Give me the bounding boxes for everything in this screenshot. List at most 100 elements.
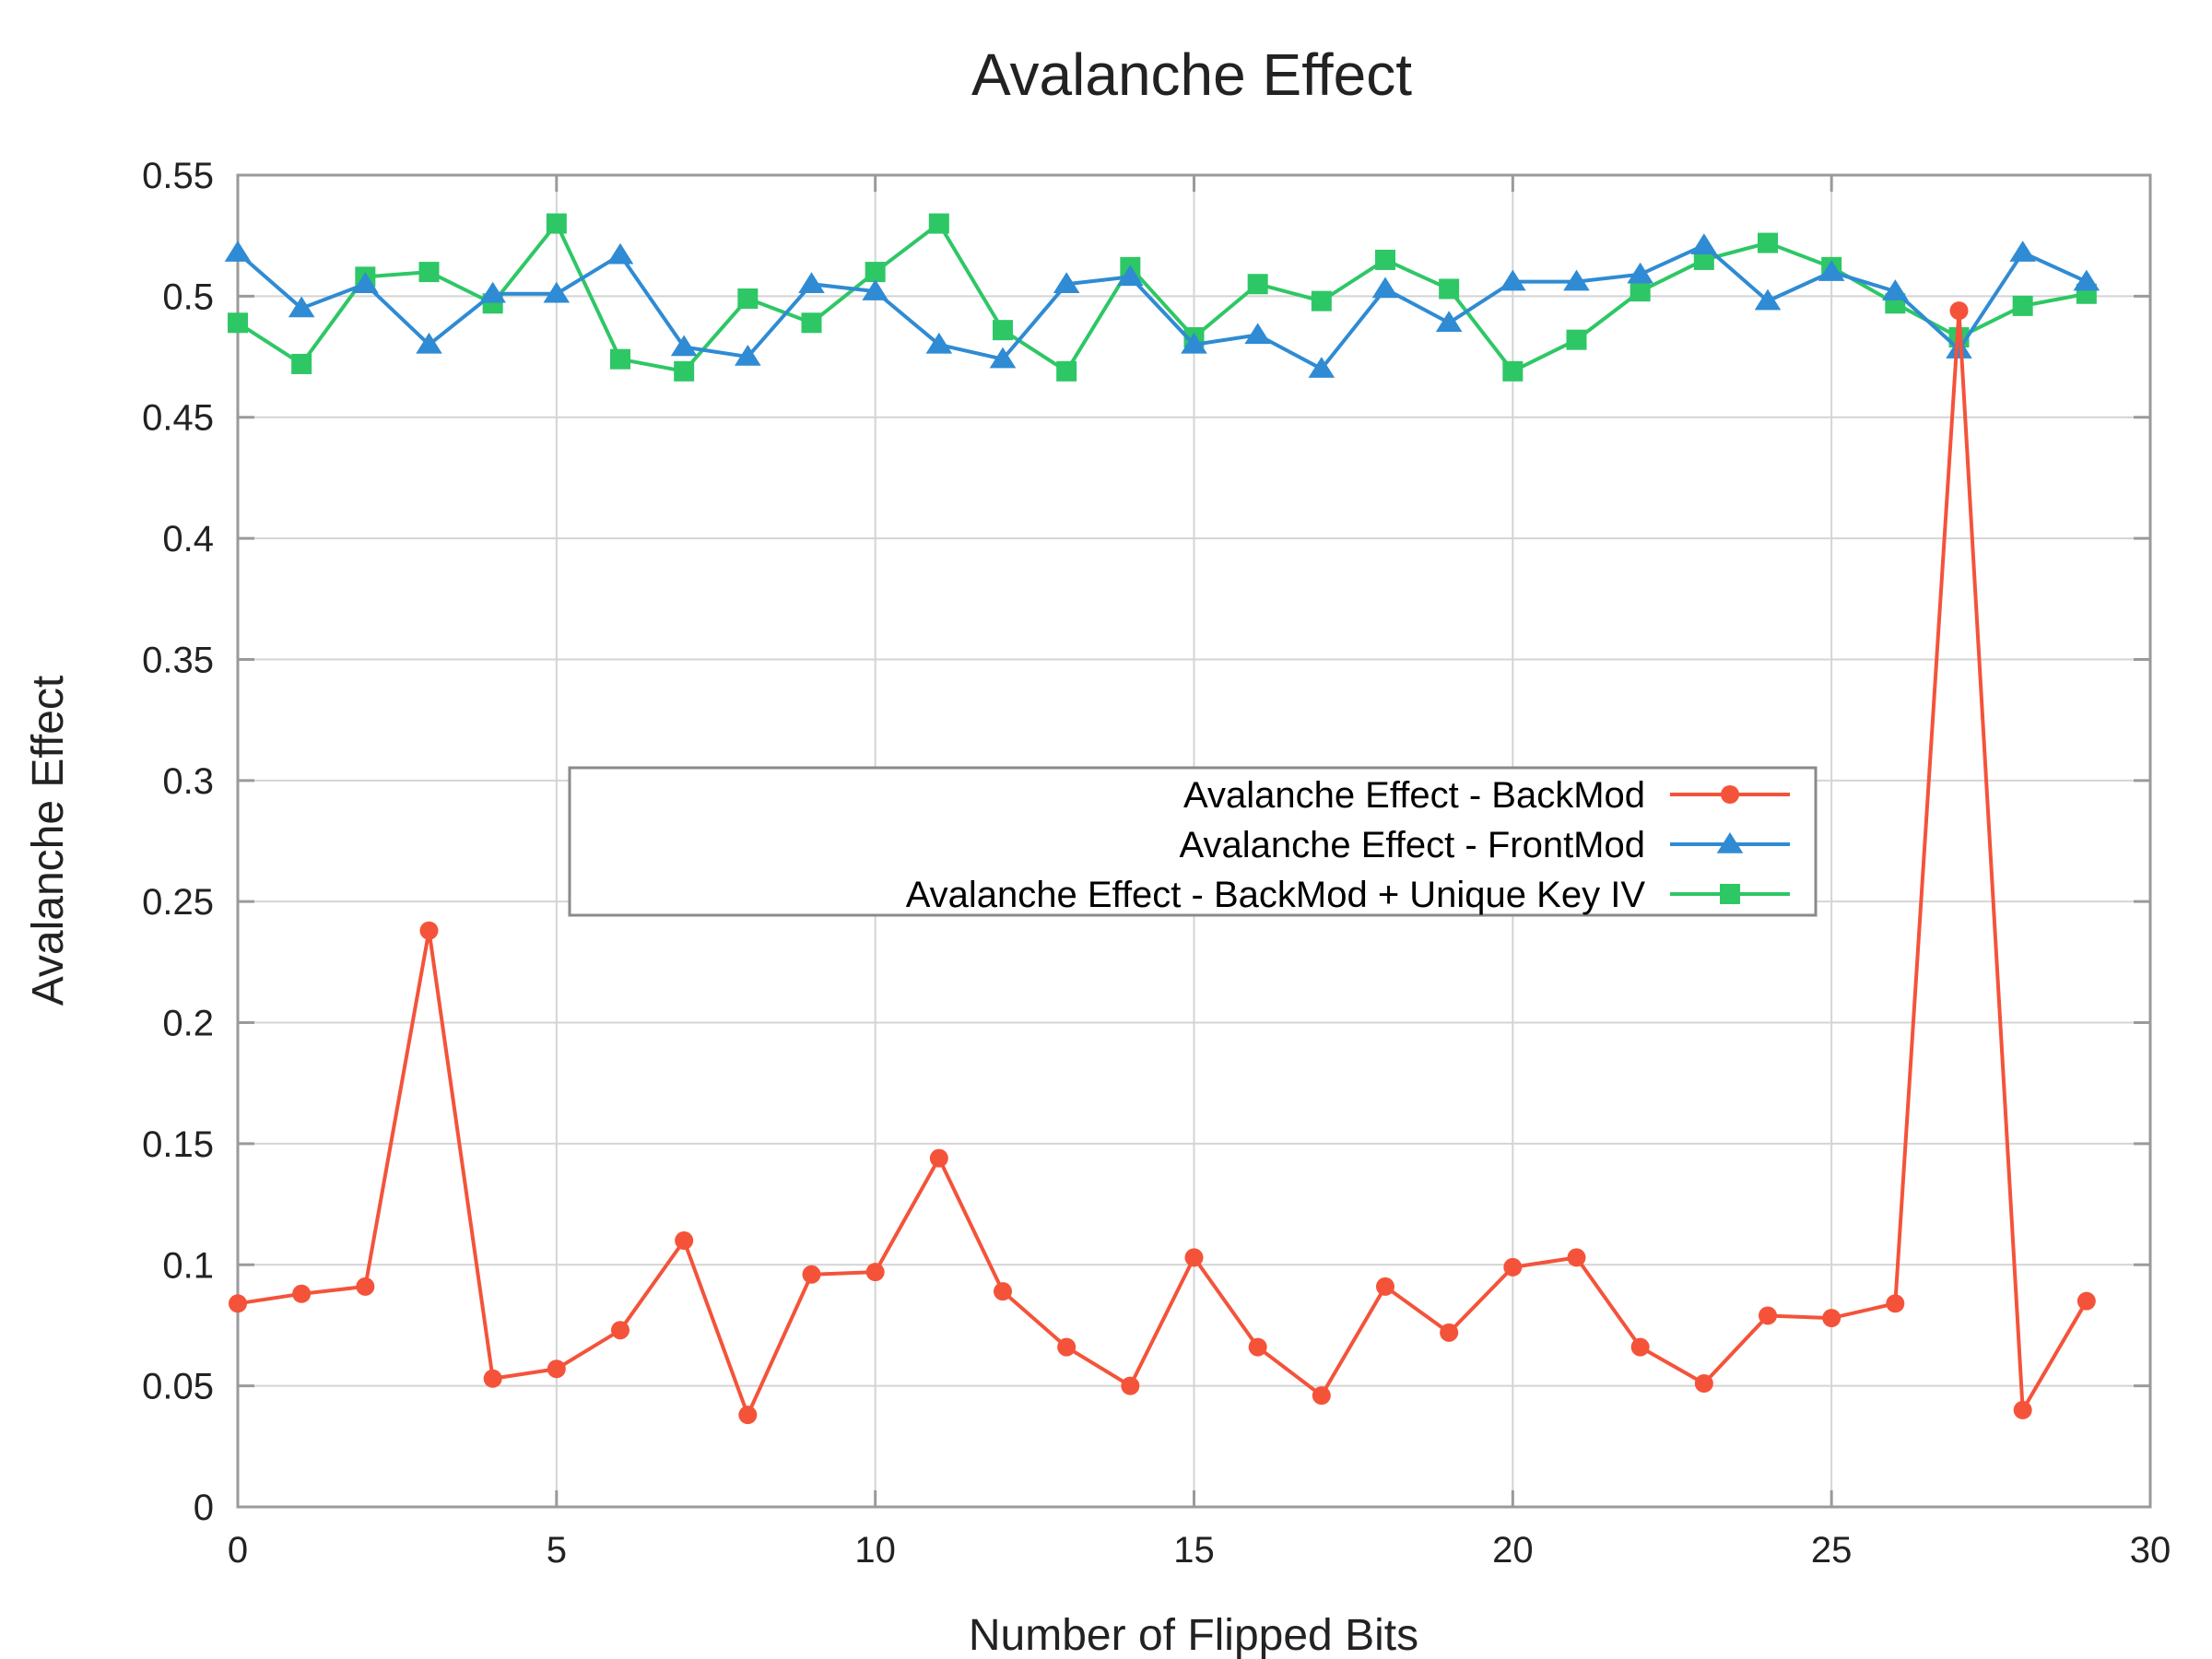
x-tick-label: 0 [228,1530,248,1571]
data-point-backmod-unique-key-iv [801,312,822,334]
data-point-backmod-unique-key-iv [291,353,312,374]
data-point-backmod [292,1284,312,1303]
data-point-backmod [611,1321,629,1340]
data-point-backmod [929,1148,948,1168]
y-tick-label: 0.15 [142,1124,214,1165]
data-point-frontmod [1117,265,1144,287]
y-tick-label: 0.55 [142,156,214,196]
data-point-backmod [356,1277,375,1296]
data-point-backmod-unique-key-iv [1439,278,1460,300]
series-line-backmod [237,309,2088,1418]
data-point-backmod [1248,1337,1267,1357]
data-point-frontmod [862,279,888,300]
data-point-backmod-unique-key-iv [1311,290,1332,312]
data-point-backmod-unique-key-iv [1630,281,1651,302]
y-tick-label: 0.2 [162,1004,214,1044]
series-backmod-unique-key-iv [228,213,2097,382]
data-point-backmod [547,1359,566,1379]
data-point-backmod-unique-key-iv [1758,232,1778,253]
data-point-backmod-unique-key-iv [865,262,886,283]
data-point-backmod-unique-key-iv [1566,329,1587,350]
data-point-frontmod [2009,241,2036,262]
x-tick-label: 20 [1492,1530,1534,1571]
series-frontmod [224,233,2100,378]
data-point-backmod-unique-key-iv [228,312,248,334]
data-point-backmod [1184,1248,1204,1267]
data-point-backmod-unique-key-iv [610,348,630,370]
data-point-frontmod [479,281,506,303]
legend-marker-backmod [1721,785,1739,804]
data-point-backmod-unique-key-iv [993,320,1013,341]
y-tick-label: 0.25 [142,882,214,923]
data-point-backmod [738,1406,758,1425]
legend-label-frontmod: Avalanche Effect - FrontMod [1180,825,1645,865]
data-point-backmod [229,1294,247,1313]
data-point-frontmod [925,332,953,354]
data-point-frontmod [1244,323,1271,345]
grid-lines [238,175,2150,1507]
x-axis-title: Number of Flipped Bits [969,1611,1418,1659]
data-point-frontmod [1946,337,1972,359]
data-point-frontmod [1053,272,1080,293]
data-point-frontmod [2073,269,2100,291]
data-point-backmod [1376,1277,1394,1296]
data-point-backmod-unique-key-iv [1247,274,1268,295]
y-axis-title: Avalanche Effect [24,676,73,1006]
data-point-backmod [1759,1306,1777,1325]
series-line-backmod-unique-key-iv [236,221,2088,373]
data-point-backmod [675,1231,694,1250]
data-point-backmod [1312,1386,1331,1406]
data-point-backmod-unique-key-iv [418,262,440,283]
data-point-frontmod [543,281,571,303]
x-tick-label: 30 [2130,1530,2171,1571]
data-point-backmod [802,1265,821,1284]
data-point-backmod-unique-key-iv [737,288,759,309]
data-point-backmod [1567,1248,1586,1267]
x-tick-label: 5 [547,1530,567,1571]
x-tick-label: 15 [1173,1530,1215,1571]
legend-label-backmod-unique-key-iv: Avalanche Effect - BackMod + Unique Key … [906,875,1646,915]
data-point-backmod [2077,1291,2096,1311]
legend-marker-frontmod [1716,832,1744,853]
data-point-backmod [994,1282,1012,1301]
series-line-frontmod [236,243,2088,371]
data-point-backmod-unique-key-iv [2012,295,2033,316]
y-tick-label: 0.45 [142,398,214,439]
data-point-frontmod [798,272,825,293]
data-point-backmod [419,921,439,940]
data-point-backmod [1822,1309,1841,1328]
y-tick-label: 0.3 [162,761,214,802]
data-point-frontmod [1371,276,1399,299]
data-point-frontmod [1435,311,1463,333]
axis-ticks: 0 5 10 15 20 25 30 0 0.05 0.1 0.15 0.2 0.25 0.3 0.35 0.… [142,156,2171,1571]
data-point-frontmod [224,241,252,262]
data-point-frontmod [1818,260,1845,281]
y-tick-label: 0 [194,1488,214,1528]
data-point-backmod [1057,1337,1077,1357]
data-point-frontmod [606,242,634,265]
data-point-frontmod [1308,357,1335,378]
data-point-frontmod [1882,279,1909,300]
data-point-frontmod [1690,233,1718,254]
data-point-backmod-unique-key-iv [1375,249,1395,270]
y-tick-label: 0.05 [142,1367,214,1407]
data-point-backmod [865,1263,885,1282]
data-point-frontmod [288,296,315,318]
data-point-frontmod [1500,269,1526,291]
legend: Avalanche Effect - BackMod Avalanche Effe… [568,766,1818,917]
y-tick-label: 0.35 [142,640,214,680]
data-point-backmod-unique-key-iv [1693,249,1714,270]
data-point-backmod [2013,1400,2032,1419]
data-point-backmod [1694,1374,1713,1394]
data-point-frontmod [670,335,698,357]
legend-items: Avalanche Effect - BackMod Avalanche Effe… [906,775,1790,915]
y-tick-label: 0.5 [162,276,214,317]
data-point-frontmod [1627,262,1653,284]
data-point-backmod-unique-key-iv [546,213,567,234]
chart-title: Avalanche Effect [971,41,1412,108]
data-point-backmod [1440,1323,1459,1342]
data-point-frontmod [1181,332,1207,354]
data-point-backmod [1949,301,1969,321]
data-point-frontmod [735,345,761,366]
data-point-backmod [483,1369,502,1388]
